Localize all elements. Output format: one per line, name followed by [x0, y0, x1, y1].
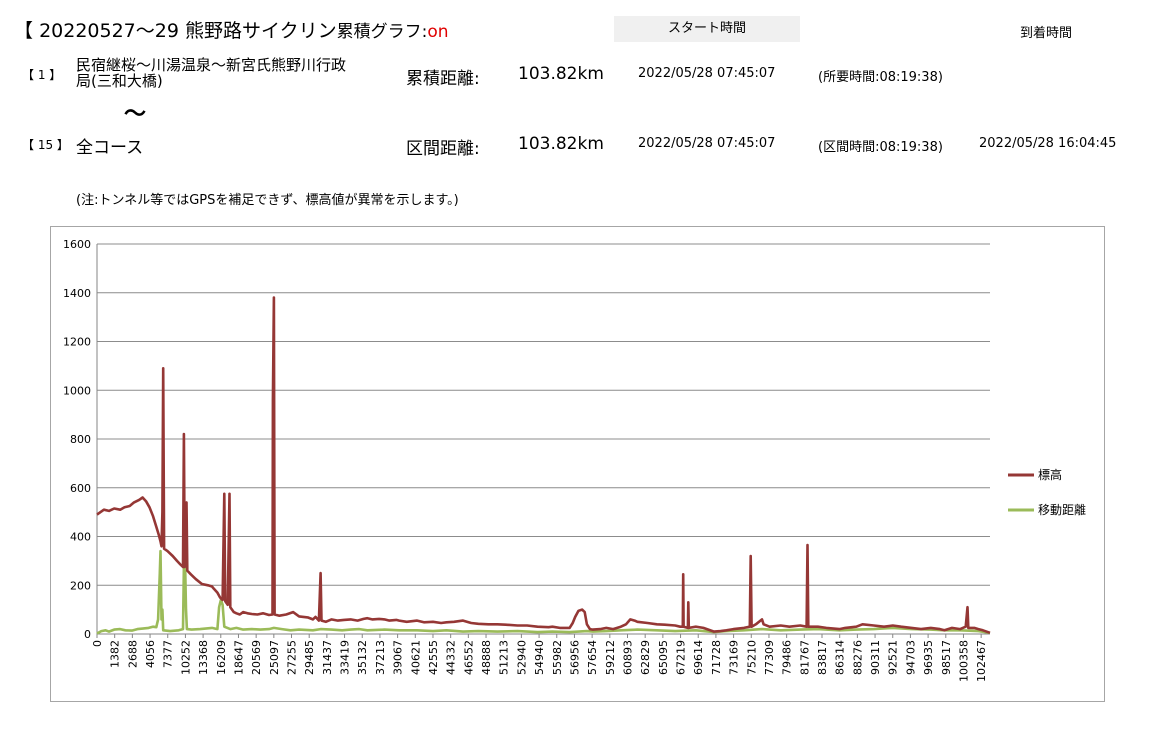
x-tick-label: 69614: [692, 640, 705, 675]
y-tick-label: 0: [84, 628, 91, 641]
x-tick-label: 75210: [745, 640, 758, 675]
x-tick-label: 96935: [922, 640, 935, 675]
x-tick-label: 31437: [321, 640, 334, 675]
x-tick-label: 39067: [392, 640, 405, 675]
x-tick-label: 57654: [586, 640, 599, 675]
route-range-tilde: ～: [124, 102, 147, 127]
graph-state[interactable]: on: [427, 22, 449, 42]
x-tick-label: 98517: [940, 640, 953, 675]
x-tick-label: 90311: [869, 640, 882, 675]
x-tick-label: 33419: [339, 640, 352, 675]
chart-frame: 0 200 400 600 800 1000 1200 1400 1600 0 1382 2688 40…: [50, 226, 1105, 702]
title-row: 【 20220527～29 熊野路サイクリン累積グラフ:on: [14, 16, 449, 43]
x-tick-label: 73169: [728, 640, 741, 675]
route-second-name: 全コース: [76, 138, 144, 158]
y-tick-label: 400: [70, 531, 91, 544]
x-tick-label: 81767: [798, 640, 811, 675]
x-tick-label: 25097: [268, 640, 281, 675]
x-tick-label: 88276: [851, 640, 864, 675]
x-tick-label: 51213: [498, 640, 511, 675]
route-second-start: 2022/05/28 07:45:07: [638, 136, 776, 151]
y-tick-label: 1000: [63, 384, 91, 397]
y-tick-label: 1400: [63, 287, 91, 300]
x-tick-label: 44332: [445, 640, 458, 675]
route-second-duration: (区間時間:08:19:38): [818, 140, 943, 155]
gps-note: (注:トンネル等ではGPSを補足できず、標高値が異常を示します。): [76, 193, 459, 208]
x-tick-label: 1382: [109, 640, 122, 668]
x-tick-label: 20569: [250, 640, 263, 675]
x-tick-label: 65095: [657, 640, 670, 675]
x-tick-label: 10252: [179, 640, 192, 675]
x-tick-label: 55982: [551, 640, 564, 675]
series-line-elevation: [96, 296, 991, 635]
x-tick-label: 62829: [639, 640, 652, 675]
start-time-header: スタート時間: [614, 16, 800, 42]
route-second-arrival: 2022/05/28 16:04:45: [979, 136, 1117, 151]
route-second-num: 【 15 】: [22, 138, 69, 152]
x-tick-label: 2688: [126, 640, 139, 668]
x-tick-label: 4056: [144, 640, 157, 668]
x-tick-label: 0: [91, 640, 104, 647]
x-tick-label: 100358: [957, 640, 970, 682]
y-tick-label: 1600: [63, 238, 91, 251]
x-tick-label: 52940: [515, 640, 528, 675]
x-tick-label: 54940: [533, 640, 546, 675]
x-tick-label: 48888: [480, 640, 493, 675]
route-first-duration: (所要時間:08:19:38): [818, 70, 943, 85]
x-tick-label: 56956: [568, 640, 581, 675]
x-tick-label: 29485: [303, 640, 316, 675]
graph-label: 累積グラフ:: [336, 22, 428, 42]
x-tick-label: 18647: [232, 640, 245, 675]
x-tick-label: 37213: [374, 640, 387, 675]
y-tick-label: 800: [70, 433, 91, 446]
x-tick-label: 79486: [781, 640, 794, 675]
x-tick-label: 27255: [286, 640, 299, 675]
route-first-name-line2: 局(三和大橋): [76, 72, 163, 90]
legend-label: 移動距離: [1038, 503, 1086, 517]
elevation-chart: 0 200 400 600 800 1000 1200 1400 1600 0 1382 2688 40…: [63, 238, 1086, 682]
x-tick-label: 102467: [975, 640, 988, 682]
x-tick-label: 46552: [462, 640, 475, 675]
legend-label: 標高: [1038, 467, 1062, 482]
x-tick-label: 60893: [621, 640, 634, 675]
route-first-name-line1: 民宿継桜～川湯温泉～新宮氏熊野川行政: [76, 56, 347, 74]
x-tick-label: 67219: [675, 640, 688, 675]
x-tick-label: 13368: [197, 640, 210, 675]
x-tick-label: 7377: [162, 640, 175, 668]
x-tick-label: 92521: [887, 640, 900, 675]
route-first-num: 【 1 】: [22, 68, 62, 82]
title-bracket: 【: [14, 20, 34, 42]
x-tick-label: 59212: [604, 640, 617, 675]
x-tick-label: 86314: [834, 640, 847, 675]
section-distance-value: 103.82km: [518, 134, 604, 154]
section-distance-label: 区間距離:: [406, 139, 480, 159]
cumulative-distance-label: 累積距離:: [406, 69, 480, 89]
route-first-start: 2022/05/28 07:45:07: [638, 66, 776, 81]
x-tick-label: 40621: [409, 640, 422, 675]
x-tick-label: 42555: [427, 640, 440, 675]
x-tick-label: 94703: [904, 640, 917, 675]
x-tick-label: 35132: [356, 640, 369, 675]
page-title: 20220527～29 熊野路サイクリン: [39, 20, 337, 42]
arrival-time-header: 到着時間: [1020, 26, 1073, 41]
cumulative-distance-value: 103.82km: [518, 64, 604, 84]
x-tick-label: 83817: [816, 640, 829, 675]
x-tick-label: 77309: [763, 640, 776, 675]
y-tick-label: 600: [70, 482, 91, 495]
x-tick-label: 71728: [710, 640, 723, 675]
route-first-name: 民宿継桜～川湯温泉～新宮氏熊野川行政 局(三和大橋): [76, 57, 346, 89]
x-tick-label: 16209: [215, 640, 228, 675]
y-tick-label: 1200: [63, 336, 91, 349]
y-tick-label: 200: [70, 579, 91, 592]
